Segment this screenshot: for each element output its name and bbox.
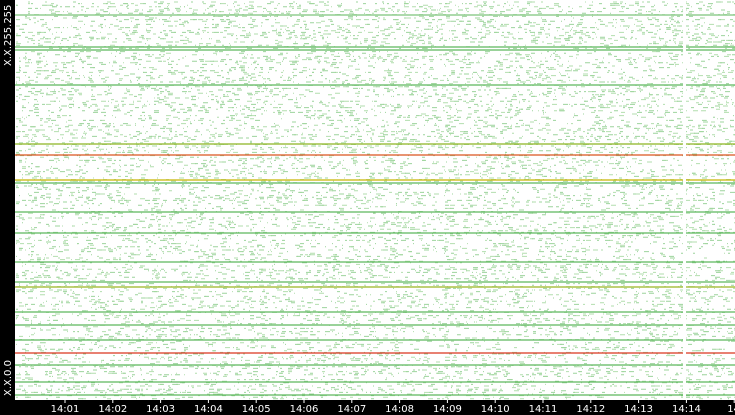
traffic-dots [16, 1, 735, 400]
time-label: 14:09 [433, 404, 462, 415]
time-label: 14:01 [51, 404, 80, 415]
x-axis-bar [0, 400, 735, 415]
traffic-bands [15, 14, 735, 396]
time-label: 14:11 [529, 404, 558, 415]
y-axis-bar [0, 0, 15, 415]
time-label: 14:05 [242, 404, 271, 415]
time-label: 14:13 [624, 404, 653, 415]
time-label: 14:10 [481, 404, 510, 415]
time-label: 14 [727, 404, 735, 415]
y-label-top: X.X.255.255 [3, 5, 14, 66]
y-label-bottom: X.X.0.0 [3, 360, 14, 396]
time-ticks: 14:01 14:02 14:03 14:04 14:05 14:06 14:07 14:08… [51, 400, 735, 415]
time-label: 14:07 [337, 404, 366, 415]
time-label: 14:12 [576, 404, 605, 415]
time-label: 14:14 [672, 404, 701, 415]
traffic-texture [16, 1, 735, 400]
time-gap [683, 0, 686, 400]
time-label: 14:03 [146, 404, 175, 415]
time-label: 14:06 [290, 404, 319, 415]
time-label: 14:02 [98, 404, 127, 415]
time-label: 14:08 [385, 404, 414, 415]
time-label: 14:04 [194, 404, 223, 415]
